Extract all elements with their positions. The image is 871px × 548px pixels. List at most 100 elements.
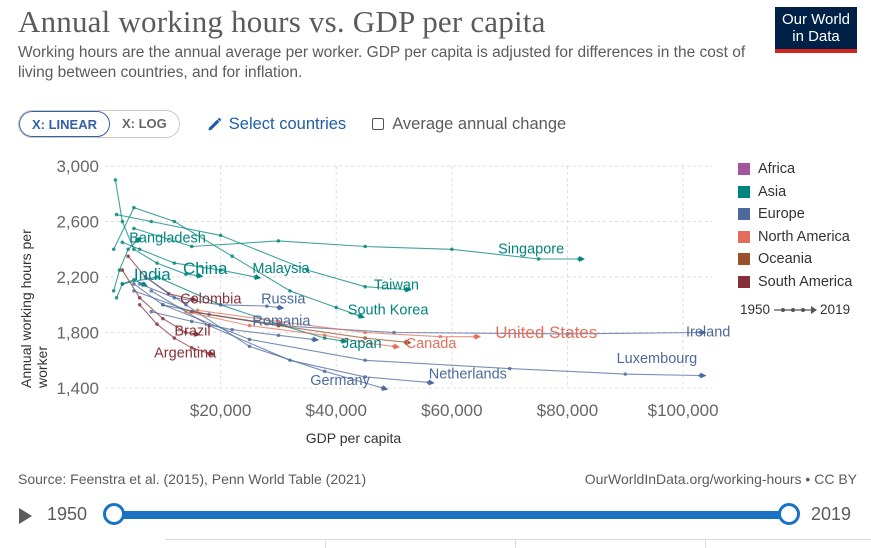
- trajectory-point: [305, 268, 310, 272]
- trajectory-point: [189, 244, 194, 249]
- trajectory-arrowhead: [254, 274, 262, 280]
- trajectory-point: [363, 330, 367, 335]
- axis-scale-toggle: X: LINEAR X: LOG: [18, 110, 180, 138]
- average-annual-change-label: Average annual change: [392, 114, 567, 133]
- trajectory-point: [288, 289, 292, 293]
- chart-subtitle: Working hours are the annual average per…: [18, 44, 746, 81]
- trajectory-point: [450, 247, 454, 252]
- country-label: India: [134, 265, 171, 284]
- trajectory-point: [334, 305, 339, 310]
- trajectory-point: [363, 284, 367, 289]
- trajectory-point: [161, 316, 165, 321]
- trajectory-point: [392, 330, 396, 335]
- timeline-start-handle[interactable]: [103, 503, 125, 525]
- country-label: Argentina: [154, 345, 217, 361]
- linear-scale-button[interactable]: X: LINEAR: [19, 111, 110, 137]
- trajectory-point: [113, 178, 118, 182]
- country-label: Japan: [342, 336, 382, 352]
- timeline-track[interactable]: [113, 511, 789, 519]
- trajectory-point: [184, 302, 188, 307]
- legend-swatch: [738, 275, 750, 288]
- y-tick-label: 1,800: [56, 324, 99, 343]
- country-label: United States: [495, 323, 597, 342]
- legend-item-europe[interactable]: Europe: [738, 203, 852, 226]
- trajectory-point: [126, 254, 130, 258]
- country-label: Russia: [261, 291, 306, 307]
- trajectory-point: [247, 337, 252, 342]
- trajectory-point: [184, 272, 188, 277]
- y-tick-label: 1,400: [56, 379, 99, 398]
- trajectory-point: [117, 268, 122, 272]
- logo-line-2: in Data: [792, 28, 840, 45]
- timeline-start-year: 1950: [47, 504, 88, 524]
- legend-item-africa[interactable]: Africa: [738, 158, 852, 181]
- trajectory-point: [126, 247, 130, 252]
- legend-swatch: [738, 163, 750, 176]
- trajectory-point: [288, 358, 292, 363]
- trajectory-point: [363, 358, 367, 363]
- trajectory-point: [247, 323, 252, 328]
- trajectory-point: [132, 282, 136, 286]
- timeline-end-handle[interactable]: [778, 503, 800, 525]
- owid-logo[interactable]: Our World in Data: [775, 7, 857, 53]
- average-annual-change-checkbox[interactable]: Average annual change: [372, 115, 566, 134]
- trajectory-point: [155, 261, 159, 265]
- legend-swatch: [738, 185, 750, 198]
- select-countries-button[interactable]: Select countries: [206, 115, 346, 134]
- country-label: South Korea: [348, 302, 430, 318]
- trajectory-arrowhead: [381, 385, 389, 391]
- trajectory-point: [265, 304, 269, 308]
- country-label: Singapore: [498, 241, 564, 257]
- trajectory-point: [507, 366, 512, 371]
- x-axis-title: GDP per capita: [306, 430, 402, 446]
- trajectory-arrowhead: [341, 337, 348, 344]
- trajectory-point: [623, 372, 628, 376]
- source-note[interactable]: Source: Feenstra et al. (2015), Penn Wor…: [18, 471, 367, 487]
- trajectory-point: [276, 319, 281, 324]
- country-label: Germany: [310, 373, 370, 389]
- x-tick-label: $40,000: [306, 401, 367, 420]
- logo-line-1: Our World: [781, 11, 851, 28]
- trajectory-point: [137, 282, 142, 286]
- legend-item-south-america[interactable]: South America: [738, 271, 852, 294]
- y-tick-label: 3,000: [56, 157, 99, 176]
- trajectory-point: [369, 341, 373, 346]
- trajectory-point: [189, 309, 194, 314]
- trajectory-point: [189, 345, 194, 350]
- chart-title: Annual working hours vs. GDP per capita: [18, 4, 546, 39]
- legend-end-year: 2019: [820, 302, 851, 317]
- timeline-end-year: 2019: [811, 504, 852, 524]
- trajectory-arrowhead: [393, 343, 401, 350]
- country-label: Ireland: [686, 325, 730, 341]
- trajectory-point: [218, 302, 223, 307]
- scatter-chart[interactable]: 1,400 1,800 2,200 2,600 3,000 $20,000 $40,000 $…: [0, 150, 735, 450]
- trajectory-point: [114, 296, 119, 300]
- country-label: China: [183, 259, 228, 278]
- trajectory-point: [230, 327, 234, 332]
- trajectory-point: [120, 219, 125, 224]
- legend-time-range: 1950 2019: [740, 302, 850, 317]
- trajectory-arrowhead: [358, 313, 366, 319]
- legend-item-north-america[interactable]: North America: [738, 226, 852, 249]
- play-icon[interactable]: [19, 508, 32, 524]
- trajectory-arrow-icon: [774, 305, 818, 314]
- trajectory-point: [132, 247, 136, 252]
- legend-item-oceania[interactable]: Oceania: [738, 248, 852, 271]
- trajectory-point: [276, 333, 281, 338]
- trajectory-point: [218, 233, 223, 238]
- y-tick-label: 2,600: [56, 213, 99, 232]
- trajectory-point: [155, 322, 159, 326]
- x-tick-label: $80,000: [537, 401, 598, 420]
- trajectory-point: [132, 277, 136, 282]
- select-countries-label: Select countries: [228, 114, 347, 133]
- credit-link[interactable]: OurWorldInData.org/working-hours • CC BY: [584, 471, 857, 487]
- trajectory-point: [363, 375, 367, 379]
- trajectory-point: [184, 330, 188, 335]
- legend-item-asia[interactable]: Asia: [738, 181, 852, 204]
- legend-start-year: 1950: [740, 302, 771, 317]
- trajectory-point: [189, 319, 194, 324]
- country-label: Brazil: [174, 323, 210, 339]
- trajectory-point: [155, 275, 159, 279]
- trajectory-arrowhead: [208, 350, 215, 357]
- log-scale-button[interactable]: X: LOG: [122, 116, 167, 131]
